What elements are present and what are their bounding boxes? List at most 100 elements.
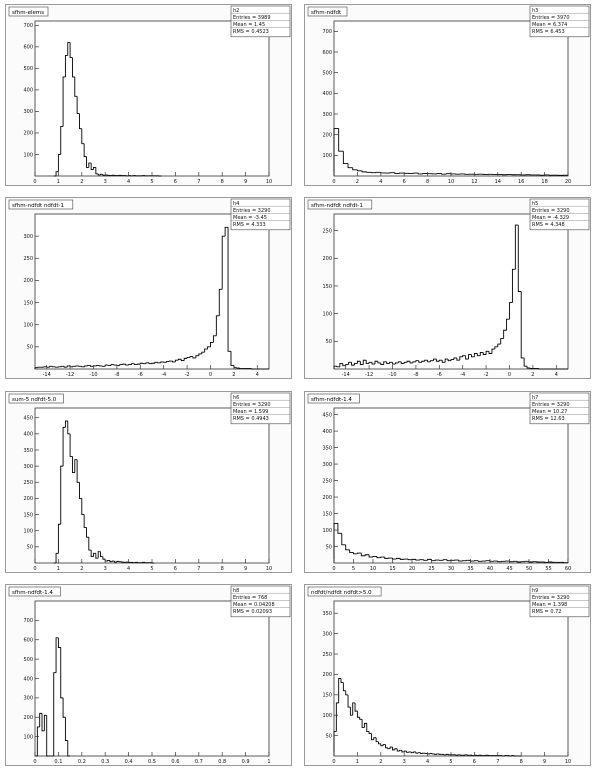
histogram-bin <box>41 713 45 732</box>
histogram-bin <box>354 363 358 366</box>
histogram-bin <box>110 364 114 366</box>
y-tick-label: 250 <box>322 228 332 234</box>
x-tick-label: 55 <box>545 566 551 572</box>
histogram-bin <box>349 549 354 553</box>
stats-header: h4 <box>233 201 239 207</box>
histogram-bin <box>125 364 129 366</box>
histogram-bin <box>192 356 196 359</box>
histogram-bin <box>434 559 440 561</box>
x-tick-label: -10 <box>388 372 396 378</box>
histogram-bin <box>409 361 413 364</box>
histogram-bin <box>336 366 340 368</box>
histogram-bin <box>418 360 422 363</box>
histogram-bin <box>174 359 179 362</box>
plot-frame <box>333 407 569 564</box>
x-tick-label: 4 <box>127 566 130 572</box>
histogram-bin <box>198 353 202 356</box>
histogram-bin <box>227 227 231 352</box>
x-tick-label: 6 <box>174 566 177 572</box>
histogram-bin <box>183 357 188 361</box>
x-tick-label: 1 <box>57 566 60 572</box>
histogram-bin <box>64 717 68 741</box>
plot-frame <box>34 213 270 370</box>
histogram-bin <box>399 749 402 752</box>
x-tick-label: 0 <box>33 179 36 185</box>
histogram-bin <box>107 559 110 562</box>
histogram-bin <box>446 559 451 562</box>
title-text: sfhm-ndfdt-1.4 <box>311 397 352 403</box>
histogram-bin <box>477 560 483 562</box>
histogram-bin <box>102 556 106 560</box>
histogram-bin <box>83 514 87 528</box>
y-tick-label: 400 <box>322 429 332 435</box>
histogram-bin <box>356 360 361 364</box>
x-tick-label: 2 <box>232 372 235 378</box>
histogram-bin <box>516 561 522 563</box>
x-tick-label: 2 <box>356 179 359 185</box>
histogram-bin <box>79 113 82 130</box>
y-tick-label: 300 <box>23 464 33 470</box>
y-tick-label: 50 <box>326 733 332 739</box>
histogram-bins <box>53 420 155 564</box>
histogram-bin <box>382 744 386 746</box>
histogram-bin <box>385 744 388 749</box>
y-tick-label: 400 <box>23 88 33 94</box>
histogram-bin <box>352 702 356 716</box>
histogram-bin <box>71 57 75 78</box>
histogram-bin <box>55 171 59 176</box>
histogram-bin <box>57 523 61 554</box>
histogram-bins <box>333 678 522 757</box>
x-tick-label: 50 <box>526 566 532 572</box>
histogram-bin <box>189 356 193 358</box>
x-tick-label: 12 <box>471 179 477 185</box>
histogram-bin <box>488 351 492 354</box>
histogram-bin <box>43 714 47 731</box>
x-tick-label: 9 <box>244 179 247 185</box>
x-tick-label: 6 <box>174 179 177 185</box>
histogram-bin <box>83 143 87 158</box>
histogram-bin <box>342 151 349 165</box>
histogram-bin <box>394 748 398 750</box>
stats-row: Mean = 0.04208 <box>233 602 275 608</box>
histogram-bin <box>86 527 89 538</box>
x-tick-label: 4 <box>379 179 382 185</box>
histogram-bin <box>497 343 501 347</box>
histogram-bin <box>180 359 185 362</box>
histogram-bin <box>415 559 420 561</box>
y-tick-label: 300 <box>23 109 33 115</box>
x-tick-label: -4 <box>460 372 465 378</box>
histogram-svg: -14 -12 -10 -8 -6 -4 -2 0 2 4 50 100 150 200 250 sfhm-n… <box>307 198 590 378</box>
x-tick-label: 10 <box>565 759 571 765</box>
histogram-bin <box>104 364 109 367</box>
x-tick-label: 5 <box>150 566 153 572</box>
x-tick-label: 4 <box>555 372 558 378</box>
y-tick-label: 700 <box>23 23 33 29</box>
histogram-bin <box>74 76 78 97</box>
histogram-bin <box>473 353 478 357</box>
histogram-bin <box>377 361 381 364</box>
stats-row: Mean = -4.329 <box>532 215 569 221</box>
histogram-bin <box>119 364 123 366</box>
histogram-bin <box>333 365 337 369</box>
x-tick-label: 7 <box>197 179 200 185</box>
histogram-bin <box>338 128 344 152</box>
x-tick-label: 60 <box>565 566 571 572</box>
histogram-bin <box>386 361 390 364</box>
histogram-title: sfhm-ndfdt ndfdt-1 <box>8 199 74 210</box>
histogram-bin <box>76 459 80 483</box>
histogram-panel: 0 2 4 6 8 10 12 14 16 18 20 100 200 300 400 500 600 700 sf… <box>304 4 591 186</box>
x-tick-label: 35 <box>467 566 473 572</box>
histogram-bin <box>424 359 428 362</box>
x-tick-label: -12 <box>365 372 373 378</box>
histogram-bin <box>374 360 378 365</box>
y-tick-label: 200 <box>322 132 332 138</box>
y-tick-label: 350 <box>322 611 332 617</box>
histogram-bin <box>212 335 217 343</box>
stats-row: Mean = 1.45 <box>233 22 265 28</box>
histogram-bin <box>441 360 446 363</box>
stats-row: Entries = 3290 <box>233 402 271 408</box>
histogram-bin <box>372 555 377 558</box>
y-tick-label: 600 <box>23 638 33 644</box>
